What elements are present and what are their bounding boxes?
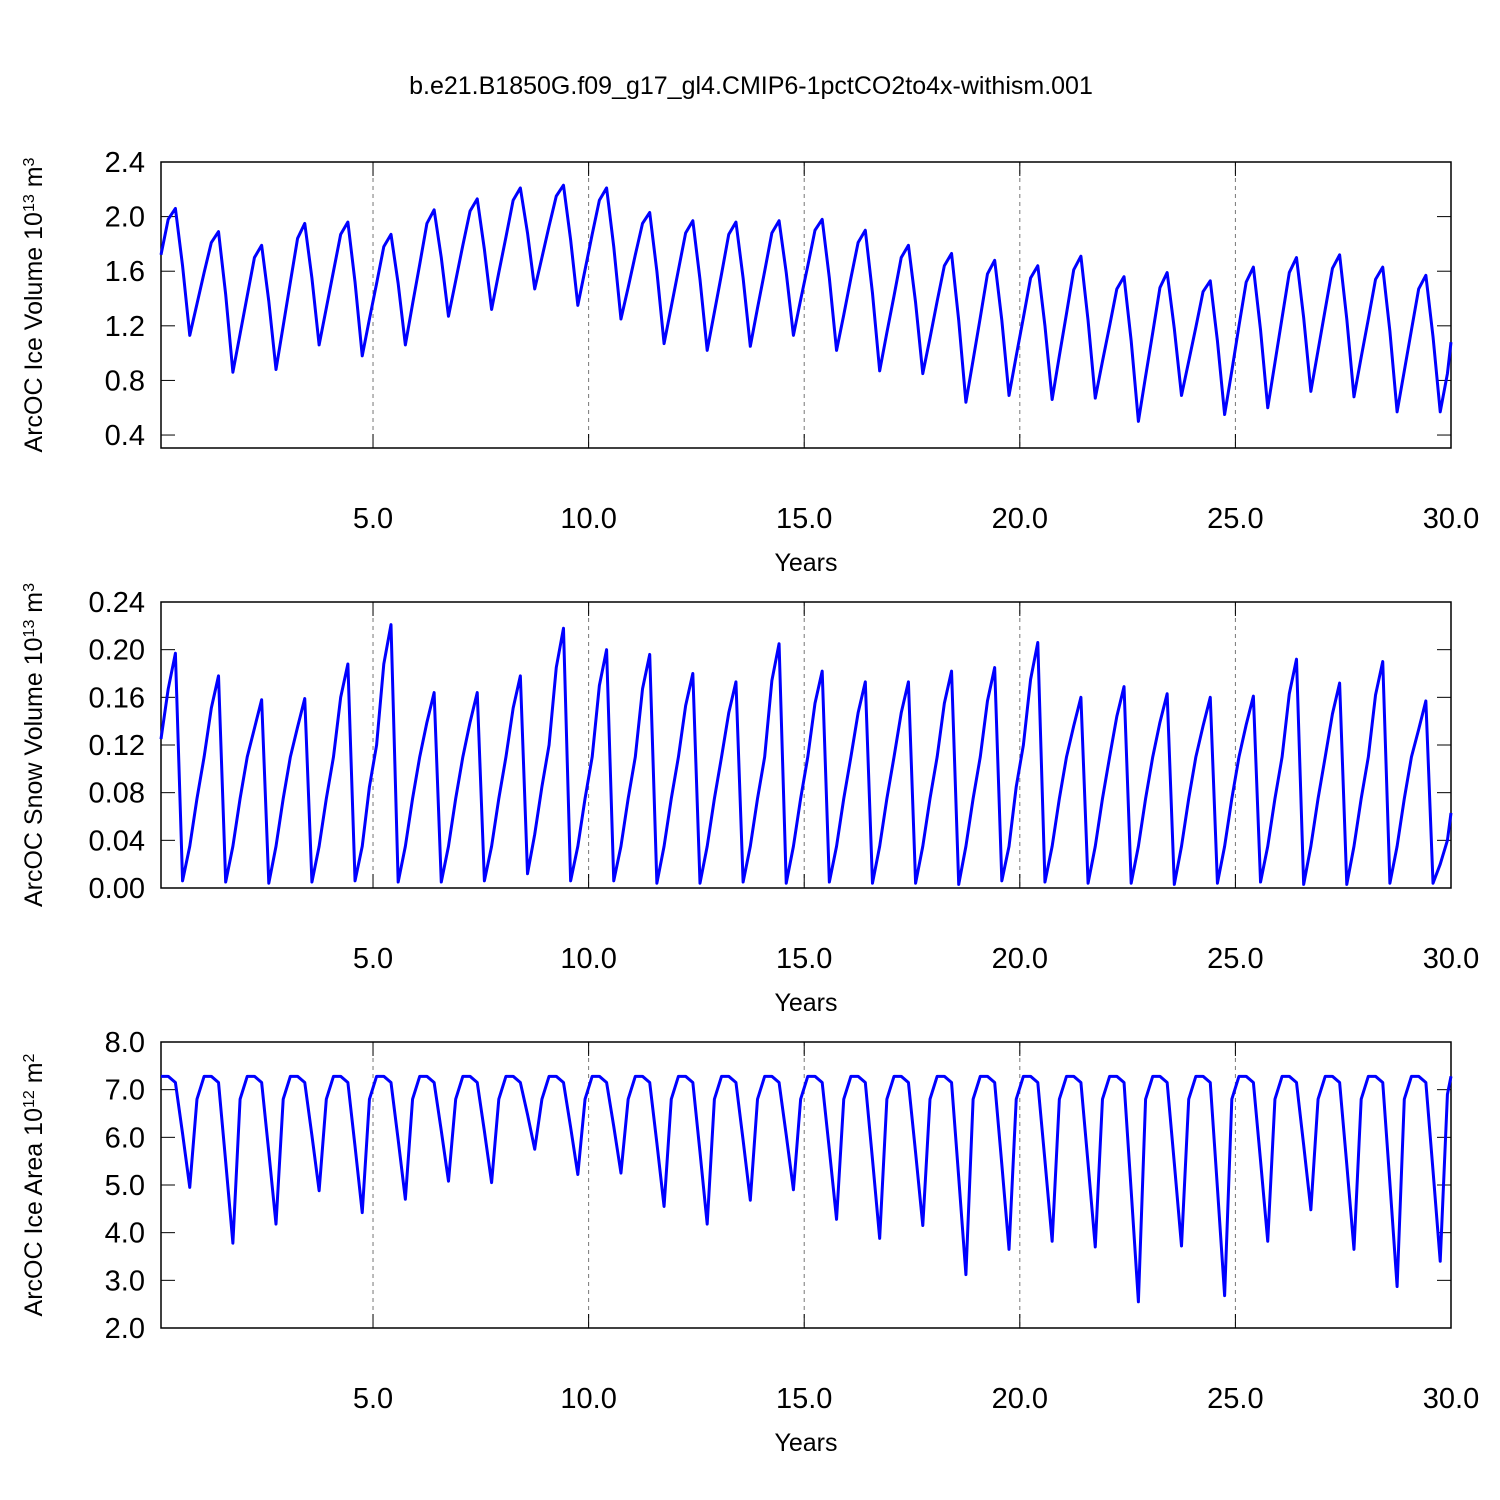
x-tick-label: 10.0 <box>560 943 616 975</box>
y-axis-label-exponent: 3 <box>21 157 38 166</box>
figure-title: b.e21.B1850G.f09_g17_gl4.CMIP6-1pctCO2to… <box>409 72 1093 100</box>
y-tick-label: 6.0 <box>105 1122 145 1154</box>
plot-frame <box>160 161 1452 449</box>
y-tick-label: 3.0 <box>105 1265 145 1297</box>
x-tick-label: 30.0 <box>1423 943 1479 975</box>
y-axis-label-exponent: 2 <box>21 1053 38 1062</box>
x-axis-label: Years <box>774 1429 837 1457</box>
data-line <box>159 623 1453 886</box>
x-tick-label: 25.0 <box>1207 503 1263 535</box>
y-axis-label: ArcOC Ice Area 1012 m2 <box>20 1053 48 1316</box>
y-tick-label: 0.24 <box>89 587 145 619</box>
x-axis-label: Years <box>774 989 837 1017</box>
y-tick-label: 1.6 <box>105 256 145 288</box>
x-tick-label: 20.0 <box>992 943 1048 975</box>
y-axis-label-exponent: 12 <box>21 1090 38 1108</box>
y-tick-label: 5.0 <box>105 1170 145 1202</box>
x-axis-label: Years <box>774 549 837 577</box>
y-axis-label: ArcOC Snow Volume 1013 m3 <box>20 583 48 907</box>
y-tick-label: 0.4 <box>105 420 145 452</box>
y-tick-label: 8.0 <box>105 1027 145 1059</box>
y-tick-label: 2.0 <box>105 202 145 234</box>
y-axis-label-text: ArcOC Snow Volume 10 <box>20 637 48 907</box>
y-axis-label-exponent: 13 <box>21 194 38 212</box>
y-axis-label-exponent: 13 <box>21 620 38 638</box>
y-tick-label: 0.04 <box>89 825 145 857</box>
x-tick-label: 15.0 <box>776 943 832 975</box>
x-tick-label: 30.0 <box>1423 1383 1479 1415</box>
x-tick-label: 20.0 <box>992 503 1048 535</box>
x-tick-label: 25.0 <box>1207 943 1263 975</box>
y-tick-label: 0.00 <box>89 873 145 905</box>
x-tick-label: 30.0 <box>1423 503 1479 535</box>
y-tick-label: 0.16 <box>89 682 145 714</box>
y-axis-label-text: m <box>20 166 48 194</box>
y-axis-label-text: ArcOC Ice Area 10 <box>20 1108 48 1316</box>
y-tick-label: 0.8 <box>105 365 145 397</box>
x-tick-label: 5.0 <box>353 943 393 975</box>
x-tick-label: 5.0 <box>353 503 393 535</box>
x-tick-label: 10.0 <box>560 503 616 535</box>
y-tick-label: 0.12 <box>89 730 145 762</box>
y-axis-label-exponent: 3 <box>21 583 38 592</box>
y-axis-label: ArcOC Ice Volume 1013 m3 <box>20 157 48 452</box>
data-line <box>159 183 1453 423</box>
y-tick-label: 2.4 <box>105 147 145 179</box>
x-tick-label: 25.0 <box>1207 1383 1263 1415</box>
y-axis-label-text: m <box>20 592 48 620</box>
x-tick-label: 20.0 <box>992 1383 1048 1415</box>
data-line <box>161 1074 1453 1304</box>
y-tick-label: 0.08 <box>89 778 145 810</box>
y-tick-label: 1.2 <box>105 311 145 343</box>
y-axis-label-text: ArcOC Ice Volume 10 <box>20 212 48 452</box>
x-tick-label: 5.0 <box>353 1383 393 1415</box>
y-tick-label: 2.0 <box>105 1313 145 1345</box>
y-tick-label: 4.0 <box>105 1218 145 1250</box>
y-axis-label-text: m <box>20 1062 48 1090</box>
x-tick-label: 10.0 <box>560 1383 616 1415</box>
plot-frame <box>160 601 1452 889</box>
x-tick-label: 15.0 <box>776 1383 832 1415</box>
x-tick-label: 15.0 <box>776 503 832 535</box>
y-tick-label: 0.20 <box>89 635 145 667</box>
plot-frame <box>160 1041 1452 1329</box>
y-tick-label: 7.0 <box>105 1075 145 1107</box>
